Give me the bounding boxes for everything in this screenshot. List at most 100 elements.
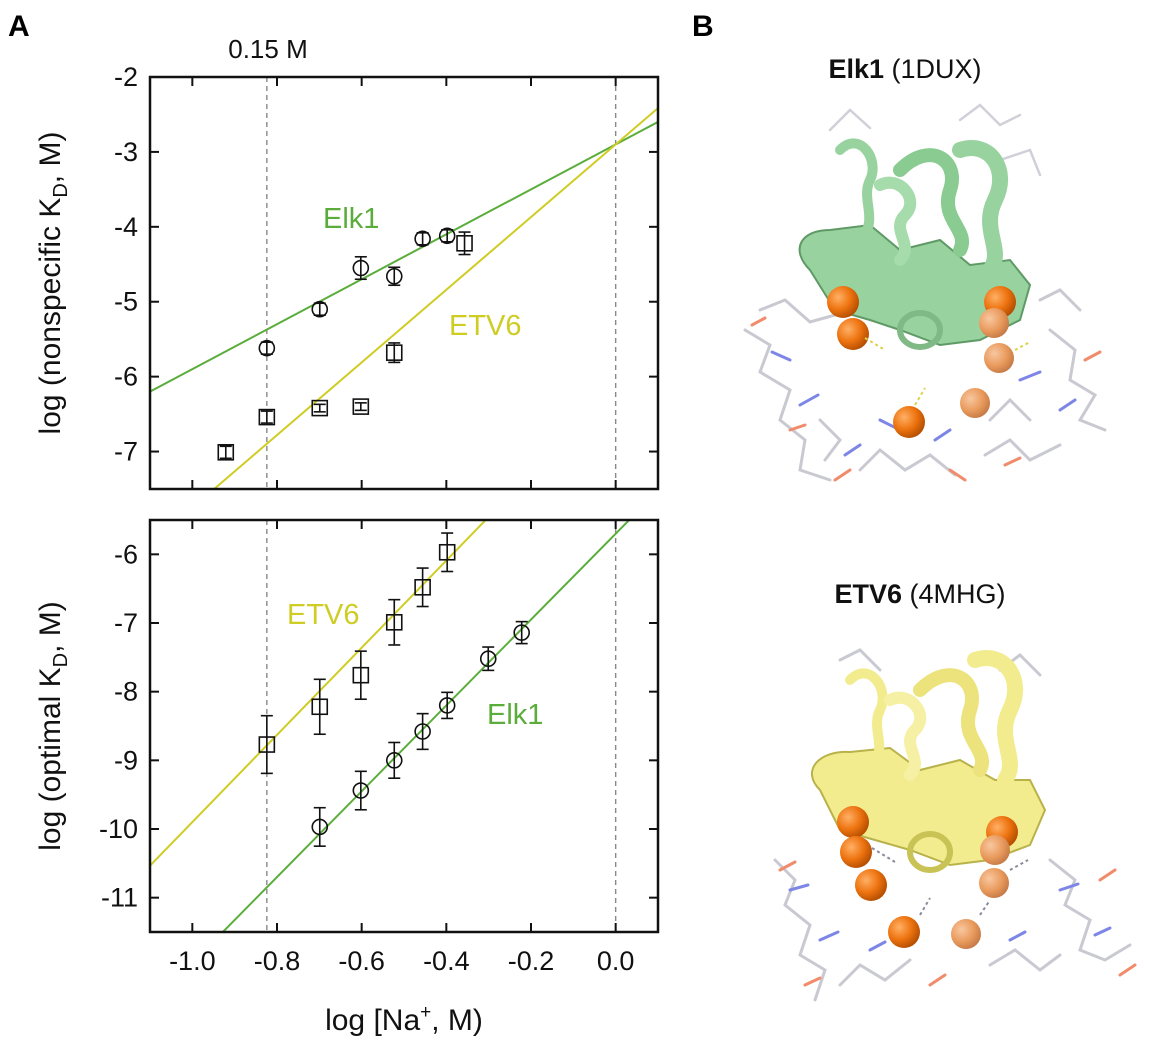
circle-marker xyxy=(385,267,403,285)
x-tick-label: -0.6 xyxy=(338,946,385,976)
circle-marker xyxy=(352,259,370,277)
square-marker xyxy=(352,666,370,684)
sodium-ions-etv6 xyxy=(837,806,1029,949)
y-tick-label: -4 xyxy=(114,212,138,242)
data-point-elk1 xyxy=(385,741,403,779)
structure-elk1: Elk1 (1DUX) xyxy=(743,54,1107,482)
data-point-etv6 xyxy=(258,714,276,775)
plot-frame xyxy=(148,518,660,934)
y-tick-label: -10 xyxy=(99,814,138,844)
y-axis-title: log (optimal KD, M) xyxy=(34,601,72,851)
y-tick-label: -7 xyxy=(114,437,138,467)
sodium-ions-elk1 xyxy=(827,286,1031,438)
fit-line-elk1 xyxy=(221,520,631,932)
square-marker xyxy=(258,408,276,426)
y-tick-label: -6 xyxy=(114,539,138,569)
protein-ribbon-elk1 xyxy=(798,138,1032,350)
circle-marker xyxy=(352,782,370,799)
square-marker xyxy=(311,698,329,716)
y-tick-label: -7 xyxy=(114,608,138,638)
dna-sticks xyxy=(773,648,1137,1002)
circle-marker xyxy=(438,227,456,245)
chart-optimal: -1.0 -0.8 -0.6 -0.4 -0.2 0.0 -6 -7 -8 -9 -10 -11 ET… xyxy=(34,518,660,1037)
series-label-etv6: ETV6 xyxy=(449,310,522,342)
x-tick-label: -0.4 xyxy=(423,946,470,976)
series-labels: Elk1 ETV6 xyxy=(323,203,522,342)
data-point-etv6 xyxy=(217,443,235,461)
x-tick-label: -0.2 xyxy=(508,946,555,976)
data-point-elk1 xyxy=(479,646,497,672)
circle-marker xyxy=(311,300,329,318)
reference-lines xyxy=(266,77,617,489)
axis-ticks: -1.0 -0.8 -0.6 -0.4 -0.2 0.0 -6 -7 -8 -9 -10 -11 xyxy=(99,520,658,976)
panel-b-label: B xyxy=(692,10,714,43)
structure-title-etv6: ETV6 (4MHG) xyxy=(834,579,1005,609)
data-point-etv6 xyxy=(352,650,370,701)
square-marker xyxy=(258,736,276,753)
chart-nonspecific: 0.15 M -2 -3 -4 -5 -6 -7 Elk1 ETV6 log (nonspe… xyxy=(34,34,660,491)
data-point-elk1 xyxy=(414,230,431,248)
circle-marker xyxy=(311,818,329,836)
circle-marker xyxy=(258,339,276,357)
fit-line-etv6 xyxy=(212,107,658,489)
series-label-etv6: ETV6 xyxy=(287,599,360,631)
circle-marker xyxy=(414,230,431,248)
data-point-elk1 xyxy=(352,770,370,811)
data-point-etv6 xyxy=(414,567,431,608)
data-point-etv6 xyxy=(258,408,276,426)
data-points xyxy=(217,227,473,461)
data-point-elk1 xyxy=(258,339,276,357)
structure-title-elk1: Elk1 (1DUX) xyxy=(828,54,981,84)
square-marker xyxy=(385,344,403,361)
circle-marker xyxy=(438,697,456,714)
y-tick-label: -2 xyxy=(114,62,138,92)
square-marker xyxy=(352,398,370,415)
structure-etv6: ETV6 (4MHG) xyxy=(773,579,1137,1002)
dna-sticks xyxy=(743,103,1107,482)
square-marker xyxy=(456,234,473,252)
fit-lines xyxy=(150,107,658,489)
y-tick-label: -3 xyxy=(114,137,138,167)
reference-lines xyxy=(266,520,617,932)
y-tick-label: -11 xyxy=(101,883,138,913)
data-point-elk1 xyxy=(438,227,456,245)
x-tick-label: 0.0 xyxy=(597,946,635,976)
series-label-elk1: Elk1 xyxy=(323,203,379,235)
data-point-elk1 xyxy=(311,806,329,847)
y-tick-label: -6 xyxy=(114,362,138,392)
square-marker xyxy=(311,399,329,417)
data-point-elk1 xyxy=(414,712,431,751)
panel-a-label: A xyxy=(8,10,30,43)
data-point-elk1 xyxy=(513,620,530,645)
y-tick-label: -8 xyxy=(114,677,138,707)
square-marker xyxy=(438,543,456,561)
axis-ticks: -2 -3 -4 -5 -6 -7 xyxy=(114,62,658,489)
data-point-elk1 xyxy=(352,255,370,281)
series-labels: ETV6 Elk1 xyxy=(287,599,543,731)
circle-marker xyxy=(414,723,431,740)
data-point-elk1 xyxy=(438,691,456,720)
x-axis-title: log [Na+, M) xyxy=(325,1002,483,1037)
fit-lines xyxy=(150,520,631,932)
reference-label: 0.15 M xyxy=(228,34,308,64)
data-point-elk1 xyxy=(385,266,403,287)
circle-marker xyxy=(385,752,403,769)
data-point-etv6 xyxy=(311,678,329,736)
data-point-etv6 xyxy=(352,398,370,415)
square-marker xyxy=(385,614,403,631)
data-point-etv6 xyxy=(438,532,456,573)
x-tick-label: -1.0 xyxy=(169,946,216,976)
data-points xyxy=(258,532,530,847)
plot-frame xyxy=(148,75,660,491)
square-marker xyxy=(217,443,235,461)
data-point-etv6 xyxy=(385,598,403,646)
fit-line-etv6 xyxy=(150,520,488,867)
data-point-elk1 xyxy=(311,300,329,318)
y-tick-label: -9 xyxy=(114,745,138,775)
circle-marker xyxy=(479,650,497,668)
data-point-etv6 xyxy=(311,399,329,417)
x-tick-label: -0.8 xyxy=(254,946,301,976)
y-tick-label: -5 xyxy=(114,287,138,317)
square-marker xyxy=(414,578,431,596)
